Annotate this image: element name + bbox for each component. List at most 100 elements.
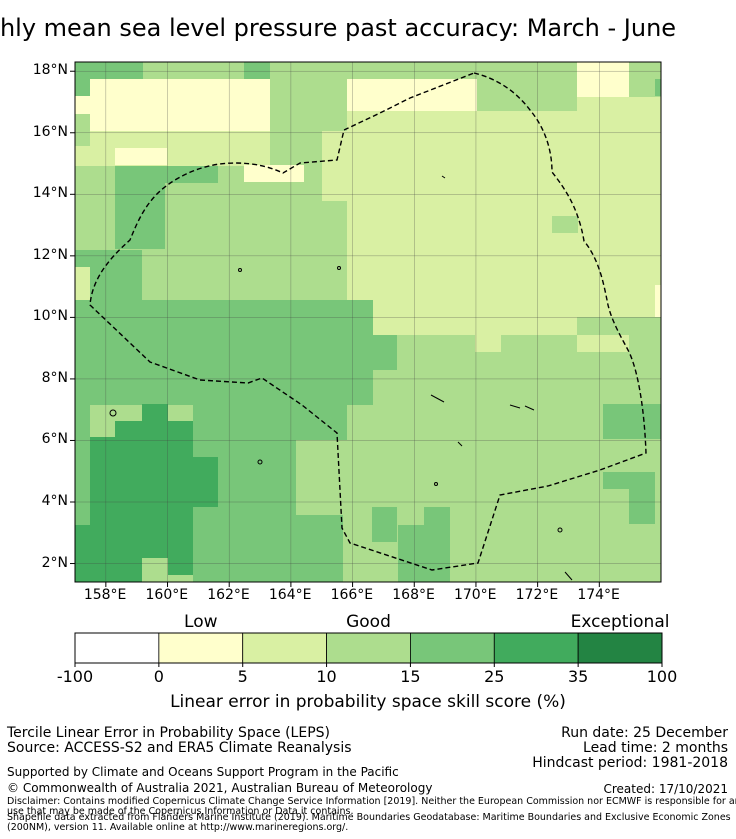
grid-cell [372,507,397,542]
colorbar-bin [74,632,160,664]
colorbar-tick-label: 15 [400,667,421,686]
lon-label: 170°E [453,587,497,603]
colorbar-bin [158,632,244,664]
grid-cell [347,79,477,111]
shapefile-line-1: Shapefile data extracted from Flanders M… [7,812,731,823]
grid-cell [296,440,376,515]
lat-label: 6°N [41,431,68,448]
island [257,459,263,465]
lat-label: 10°N [32,308,68,325]
lat-label: 16°N [32,123,68,140]
lon-label: 168°E [392,587,435,603]
grid-cell [75,525,142,582]
grid-cell [142,250,347,300]
grid-cell [655,79,661,96]
grid-cell [167,455,193,575]
island [434,482,438,486]
footer-copyright: © Commonwealth of Australia 2021, Austra… [7,781,433,795]
colorbar [74,632,663,667]
grid-cell [270,96,347,131]
category-label: Low [184,612,218,632]
island [337,266,341,270]
grid-cell [655,285,661,317]
graticule [75,62,661,582]
eez-boundary [89,72,647,571]
lat-label: 4°N [41,493,68,509]
lon-label: 166°E [330,587,374,603]
footer-method: Tercile Linear Error in Probability Spac… [7,725,330,741]
grid-cell [398,525,424,582]
skill-score-grid [75,62,661,582]
lon-label: 160°E [145,587,189,603]
colorbar-tick-label: 10 [316,667,337,686]
map-frame [74,61,662,583]
colorbar-tick-label: 100 [646,667,678,686]
grid-cell [193,507,343,582]
grid-cell [424,507,450,582]
lead-time: Lead time: 2 months [583,740,728,756]
grid-cell [244,62,270,79]
island [109,409,117,417]
map-figure [70,61,663,667]
lat-label: 14°N [32,185,68,202]
grid-cell [577,335,629,352]
colorbar-bin [326,632,411,664]
category-label: Good [346,612,391,632]
category-label: Exceptional [570,612,670,632]
disclaimer-line-1: Disclaimer: Contains modified Copernicus… [7,796,736,807]
grid-cell [142,404,168,421]
grid-cell [603,404,661,439]
island [564,571,573,581]
grid-cell [115,148,167,165]
grid-cell [75,79,90,96]
grid-cell [296,405,346,440]
grid-cell [142,166,218,183]
grid-cell [75,300,373,405]
grid-cell [475,335,501,352]
island [238,268,242,272]
grid-cell [347,335,397,370]
grid-cell [75,405,90,525]
lon-label: 164°E [268,587,312,603]
colorbar-tick-label: 0 [153,667,164,686]
grid-cell [603,472,629,489]
colorbar-bin [242,632,327,664]
created-date: Created: 17/10/2021 [603,782,728,796]
lon-label: 162°E [207,587,250,603]
lon-label: 158°E [83,587,127,603]
grid-cell [75,131,270,166]
lon-label: 172°E [515,587,559,603]
colorbar-bin [493,632,579,664]
lat-label: 8°N [41,369,68,386]
colorbar-tick-label: 5 [237,667,248,686]
grid-cell [629,472,655,524]
run-date: Run date: 25 December [561,725,728,741]
hindcast-period: Hindcast period: 1981-2018 [532,755,728,771]
grid-cell [372,200,577,335]
colorbar-tick-label: 35 [567,667,589,686]
grid-cell [75,250,115,267]
island [509,404,521,409]
colorbar-tick-label: 25 [484,667,505,686]
island [457,441,463,447]
colorbar-tick-label: -100 [56,667,94,686]
colorbar-axis-label: Linear error in probability space skill … [170,692,566,712]
grid-cell [75,166,115,251]
grid-cell [244,165,304,182]
colorbar-frame [74,632,663,664]
lon-label: 174°E [577,587,620,603]
grid-cell [577,62,629,97]
lat-label: 12°N [32,246,68,263]
disclaimer-line-2: use that may be made of the Copernicus I… [7,806,354,817]
colorbar-bin [410,632,495,664]
grid-cell [142,558,168,575]
grid-cell [218,455,296,507]
axis-ticks [70,70,600,587]
grid-cell [142,79,270,99]
grid-cell [75,114,90,146]
lat-label: 18°N [32,62,68,79]
footer-source: Source: ACCESS-S2 and ERA5 Climate Reana… [7,740,352,756]
islands [109,175,573,581]
map-title: Monthly mean sea level pressure past acc… [0,14,677,42]
shapefile-line-2: (200NM), version 11. Available online at… [7,822,349,833]
